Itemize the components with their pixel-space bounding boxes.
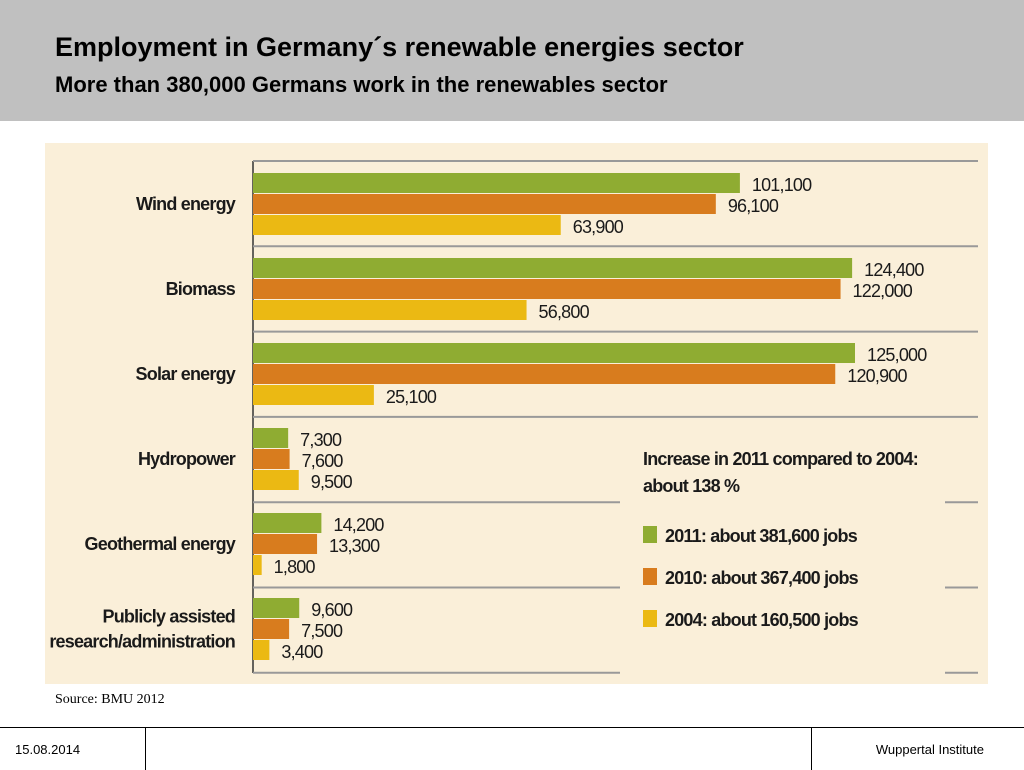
data-label: 101,100	[752, 175, 812, 195]
slide-subtitle: More than 380,000 Germans work in the re…	[55, 72, 668, 97]
chart-panel: Wind energy 101,100 96,100 63,900 Biomass 124…	[45, 143, 988, 684]
bar-1	[253, 449, 290, 469]
data-label: 122,000	[853, 281, 913, 301]
bar-0	[253, 513, 322, 533]
bar-2	[253, 470, 299, 490]
bar-2	[253, 640, 270, 660]
data-label: 9,500	[311, 472, 353, 492]
slide-header: Employment in Germany´s renewable energi…	[0, 0, 1024, 121]
bar-2	[253, 555, 262, 575]
bar-2	[253, 300, 527, 320]
data-label: 7,300	[300, 430, 342, 450]
data-label: 125,000	[867, 345, 927, 365]
category-label: research/administration	[49, 632, 235, 652]
bar-0	[253, 343, 855, 363]
legend-entry: 2010: about 367,400 jobs	[665, 568, 859, 588]
bar-1	[253, 364, 836, 384]
data-label: 7,600	[302, 451, 344, 471]
footer-divider	[0, 727, 1024, 728]
bar-0	[253, 173, 740, 193]
footer-divider-right	[811, 727, 812, 770]
annotation-text: Increase in 2011 compared to 2004:	[643, 449, 918, 469]
data-label: 124,400	[864, 260, 924, 280]
legend-swatch	[643, 526, 657, 543]
footer-date: 15.08.2014	[15, 742, 81, 757]
source-note: Source: BMU 2012	[55, 692, 165, 707]
footer-institute: Wuppertal Institute	[875, 742, 984, 757]
data-label: 1,800	[274, 557, 316, 577]
legend-swatch	[643, 610, 657, 627]
bar-1	[253, 619, 290, 639]
slide-title: Employment in Germany´s renewable energi…	[55, 32, 744, 62]
bar-1	[253, 534, 318, 554]
data-label: 56,800	[539, 302, 590, 322]
data-label: 96,100	[728, 196, 779, 216]
bar-0	[253, 428, 289, 448]
footer-divider-left	[145, 727, 146, 770]
bar-1	[253, 194, 716, 214]
category-label: Publicly assisted	[103, 607, 235, 627]
legend-swatch	[643, 568, 657, 585]
category-label: Geothermal energy	[85, 534, 236, 554]
category-label: Wind energy	[136, 194, 236, 214]
data-label: 25,100	[386, 387, 437, 407]
bar-0	[253, 598, 300, 618]
annotation-text: about 138 %	[643, 476, 740, 496]
data-label: 14,200	[333, 515, 384, 535]
legend-entry: 2004: about 160,500 jobs	[665, 610, 859, 630]
data-label: 3,400	[281, 642, 323, 662]
category-label: Solar energy	[136, 364, 236, 384]
bar-2	[253, 385, 374, 405]
category-label: Biomass	[166, 279, 236, 299]
data-label: 63,900	[573, 217, 624, 237]
category-label: Hydropower	[138, 449, 236, 469]
data-label: 7,500	[301, 621, 343, 641]
bar-2	[253, 215, 561, 235]
data-label: 120,900	[847, 366, 907, 386]
legend-entry: 2011: about 381,600 jobs	[665, 526, 858, 546]
bar-1	[253, 279, 841, 299]
data-label: 9,600	[311, 600, 353, 620]
bar-0	[253, 258, 853, 278]
data-label: 13,300	[329, 536, 380, 556]
